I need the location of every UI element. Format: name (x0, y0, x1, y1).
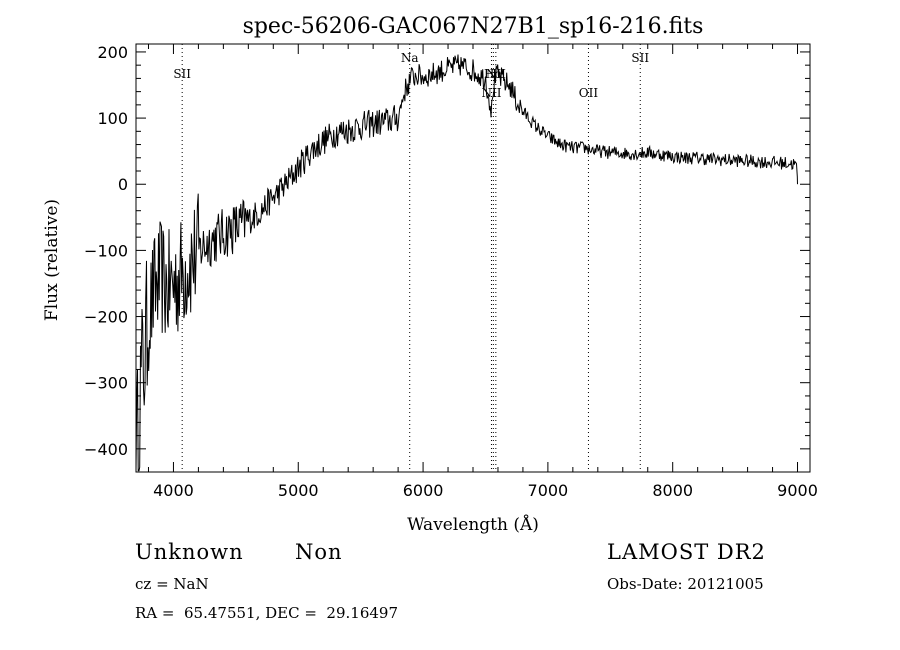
x-tick-label: 4000 (153, 481, 194, 500)
y-tick-label: 0 (118, 175, 128, 194)
object-class: Unknown (135, 540, 244, 564)
object-subclass: Non (295, 540, 343, 564)
y-tick-label: −200 (84, 308, 128, 327)
spectrum-line (135, 54, 798, 472)
y-tick-label: −400 (84, 440, 128, 459)
ra-dec-coords: RA = 65.47551, DEC = 29.16497 (135, 604, 399, 622)
line-marker-label: SII (173, 67, 191, 81)
y-tick-label: 200 (97, 43, 128, 62)
y-axis-label: Flux (relative) (42, 199, 62, 321)
x-tick-label: 6000 (403, 481, 444, 500)
y-tick-label: 100 (97, 109, 128, 128)
line-marker-label: SII (631, 51, 649, 65)
plot-frame (135, 43, 811, 473)
x-tick-label: 9000 (777, 481, 818, 500)
x-axis-label: Wavelength (Å) (407, 514, 539, 535)
chart-title: spec-56206-GAC067N27B1_sp16-216.fits (243, 14, 704, 39)
obs-date: Obs-Date: 20121005 (607, 575, 764, 593)
x-tick-label: 7000 (528, 481, 569, 500)
y-tick-label: −100 (84, 241, 128, 260)
line-marker-label: OII (579, 86, 599, 100)
survey-name: LAMOST DR2 (607, 540, 766, 564)
x-tick-label: 8000 (652, 481, 693, 500)
redshift-cz: cz = NaN (135, 575, 209, 593)
y-tick-label: −300 (84, 374, 128, 393)
line-marker-label: NII (481, 86, 501, 100)
line-marker-label: Na (401, 51, 419, 65)
x-tick-label: 5000 (278, 481, 319, 500)
